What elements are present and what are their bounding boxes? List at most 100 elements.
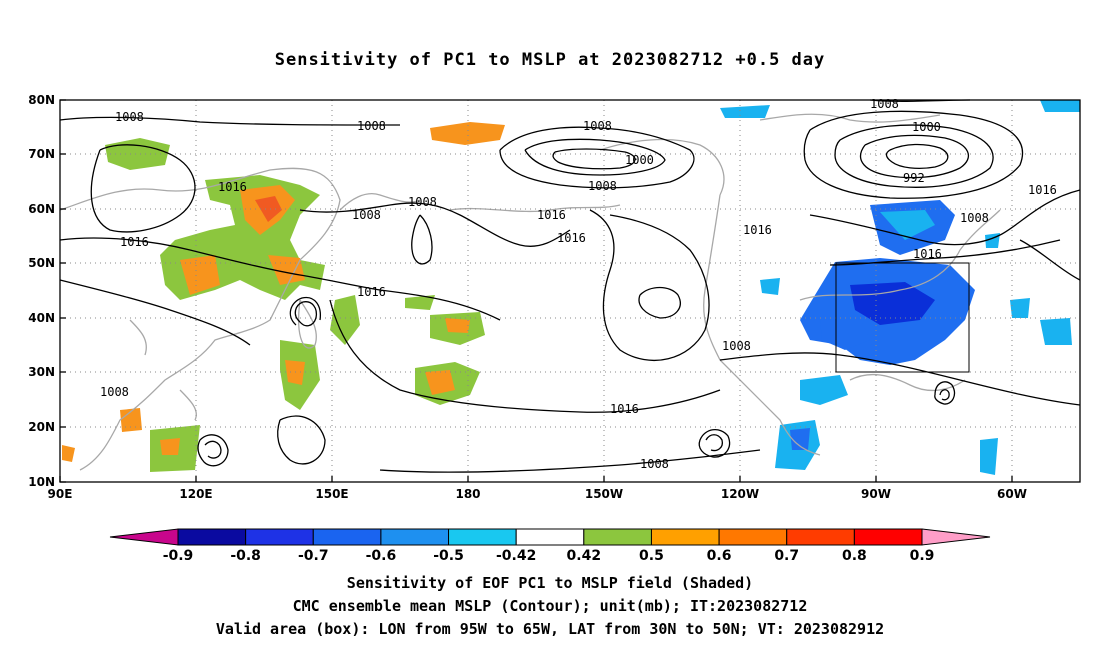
lat-labels: 80N 70N 60N 50N 40N 30N 20N 10N <box>28 93 55 489</box>
caption-line-2: CMC ensemble mean MSLP (Contour); unit(m… <box>292 597 808 615</box>
colorbar-swatch <box>380 528 450 546</box>
coastline-layer <box>59 113 1001 471</box>
shade-neg-4 <box>850 282 935 325</box>
colorbar-label: -0.6 <box>366 548 397 564</box>
contour-label: 1008 <box>870 97 899 111</box>
colorbar-label: 0.8 <box>842 548 867 564</box>
contour-label: 1000 <box>912 120 941 134</box>
colorbar-swatch <box>786 528 855 546</box>
lat-label: 40N <box>28 311 55 325</box>
shade-pos-8 <box>330 295 360 345</box>
colorbar-label: -0.7 <box>298 548 329 564</box>
lat-label: 70N <box>28 147 55 161</box>
contour-label: 1016 <box>120 235 149 249</box>
colorbar <box>109 528 991 546</box>
lon-label: 60W <box>997 487 1027 501</box>
contour-label: 1008 <box>100 385 129 399</box>
shade-neg-10 <box>980 438 998 475</box>
colorbar-label: 0.6 <box>707 548 732 564</box>
contour-label: 1016 <box>557 231 586 245</box>
contour-label: 1008 <box>722 339 751 353</box>
shade-pos-7 <box>430 122 505 145</box>
lon-label: 90W <box>861 487 891 501</box>
shade-neg-9 <box>800 375 848 405</box>
colorbar-swatch <box>177 528 247 546</box>
colorbar-swatch <box>718 528 788 546</box>
caption-line-1: Sensitivity of EOF PC1 to MSLP field (Sh… <box>346 574 754 592</box>
contour-label: 1016 <box>1028 183 1057 197</box>
contour-label: 1016 <box>537 208 566 222</box>
shade-pos-17 <box>160 438 180 455</box>
contour-label: 1008 <box>408 195 437 209</box>
contour-layer <box>59 99 1081 473</box>
lat-axis <box>60 99 66 483</box>
caption-line-3: Valid area (box): LON from 95W to 65W, L… <box>215 620 885 638</box>
shade-pos-1 <box>105 138 170 170</box>
lon-label: 150E <box>315 487 348 501</box>
lon-label: 90E <box>48 487 73 501</box>
shade-pos-18 <box>120 408 142 432</box>
shade-pos-9 <box>405 295 435 310</box>
contour-label: 1008 <box>115 110 144 124</box>
contour-label: 1016 <box>743 223 772 237</box>
shade-neg-2 <box>880 210 935 240</box>
shade-neg-5 <box>820 318 870 350</box>
contour-labels: 1008 1008 1008 1000 1008 1000 992 1016 1… <box>100 97 1057 471</box>
contour-label: 1016 <box>610 402 639 416</box>
colorbar-swatch <box>583 528 652 546</box>
colorbar-label: -0.42 <box>496 548 536 564</box>
lat-label: 50N <box>28 256 55 270</box>
lat-label: 10N <box>28 475 55 489</box>
shading-layer <box>62 100 1080 475</box>
shade-neg-8 <box>790 428 810 450</box>
colorbar-swatch <box>650 528 720 546</box>
lon-label: 120W <box>721 487 759 501</box>
lat-label: 60N <box>28 202 55 216</box>
colorbar-max-triangle <box>921 528 991 546</box>
lat-label: 30N <box>28 365 55 379</box>
colorbar-swatch <box>312 528 382 546</box>
contour-label: 1008 <box>583 119 612 133</box>
contour-label: 1008 <box>960 211 989 225</box>
contour-label: 1008 <box>352 208 381 222</box>
colorbar-labels: -0.9 -0.8 -0.7 -0.6 -0.5 -0.42 0.42 0.5 0.6 0.7 0.… <box>163 548 935 564</box>
contour-label: 1008 <box>357 119 386 133</box>
shade-pos-5 <box>180 255 220 295</box>
colorbar-swatch <box>448 528 517 546</box>
map-frame <box>59 99 1081 483</box>
colorbar-swatch <box>853 528 923 546</box>
valid-area-box <box>835 262 970 373</box>
shade-neg-13 <box>1040 100 1080 112</box>
colorbar-swatch <box>515 528 585 546</box>
shade-pos-11 <box>445 318 470 333</box>
contour-label: 992 <box>903 171 925 185</box>
colorbar-label: 0.42 <box>567 548 602 564</box>
colorbar-label: -0.5 <box>433 548 464 564</box>
shade-neg-6 <box>760 278 780 295</box>
contour-label: 1016 <box>357 285 386 299</box>
shade-neg-11 <box>1040 318 1072 345</box>
contour-label: 1016 <box>218 180 247 194</box>
lon-axis <box>59 476 1013 482</box>
lon-labels: 90E 120E 150E 180 150W 120W 90W 60W <box>48 487 1027 501</box>
lat-label: 20N <box>28 420 55 434</box>
shade-neg-12 <box>1010 298 1030 318</box>
contour-label: 1016 <box>913 247 942 261</box>
shade-pos-4 <box>255 196 282 222</box>
lon-label: 180 <box>455 487 480 501</box>
colorbar-label: 0.5 <box>639 548 664 564</box>
chart-title: Sensitivity of PC1 to MSLP at 2023082712… <box>274 50 826 70</box>
shade-pos-19 <box>62 445 75 462</box>
contour-label: 1008 <box>640 457 669 471</box>
shade-pos-13 <box>425 370 455 395</box>
colorbar-label: 0.9 <box>910 548 935 564</box>
contour-label: 1008 <box>588 179 617 193</box>
colorbar-swatch <box>245 528 314 546</box>
colorbar-label: 0.7 <box>774 548 799 564</box>
lon-label: 150W <box>585 487 623 501</box>
colorbar-label: -0.8 <box>230 548 261 564</box>
colorbar-label: -0.9 <box>163 548 194 564</box>
colorbar-min-triangle <box>109 528 179 546</box>
lat-label: 80N <box>28 93 55 107</box>
